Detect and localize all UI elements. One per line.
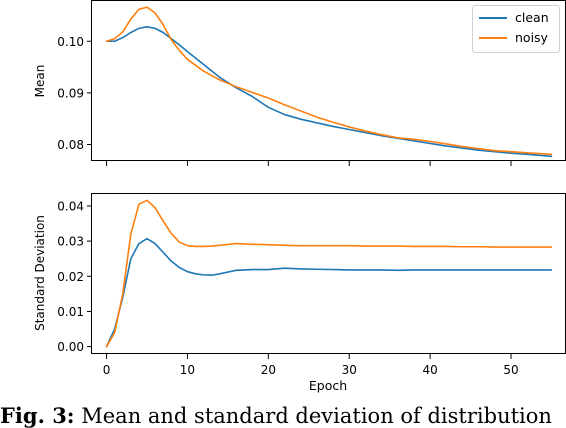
std-xticks: 0 10 20 30 40 50 bbox=[103, 354, 519, 377]
std-ytick-label: 0.01 bbox=[57, 305, 84, 319]
std-series-line-noisy bbox=[105, 199, 553, 348]
std-series-line-clean bbox=[105, 237, 553, 348]
std-ytick-label: 0.03 bbox=[57, 235, 84, 249]
mean-series-line-clean bbox=[105, 26, 553, 158]
std-xtick-label: 30 bbox=[342, 363, 357, 377]
std-xtick-label: 0 bbox=[103, 363, 111, 377]
mean-y-axis-label: Mean bbox=[33, 65, 47, 98]
std-axes-frame bbox=[91, 193, 566, 354]
figure-caption: Fig. 3: Mean and standard deviation of d… bbox=[0, 404, 566, 428]
mean-ytick-label: 0.10 bbox=[57, 35, 84, 49]
std-ytick-label: 0.02 bbox=[57, 270, 84, 284]
std-xtick-label: 10 bbox=[180, 363, 195, 377]
std-x-axis-label: Epoch bbox=[309, 378, 347, 393]
std-yticks: 0.00 0.01 0.02 0.03 0.04 bbox=[57, 199, 92, 354]
std-ytick-label: 0.04 bbox=[57, 199, 84, 213]
caption-label: Fig. 3: bbox=[0, 404, 75, 428]
std-series-lines bbox=[105, 199, 553, 348]
mean-ytick-label: 0.09 bbox=[57, 86, 84, 100]
legend-label-clean: clean bbox=[515, 10, 549, 25]
std-xtick-label: 40 bbox=[422, 363, 437, 377]
legend: clean noisy bbox=[472, 5, 560, 53]
mean-xticks bbox=[106, 161, 512, 166]
mean-yticks: 0.08 0.09 0.10 bbox=[57, 35, 92, 152]
std-y-axis-label: Standard Deviation bbox=[33, 215, 47, 331]
caption-text: Mean and standard deviation of distribut… bbox=[74, 404, 552, 428]
mean-ytick-label: 0.08 bbox=[57, 138, 84, 152]
mean-panel: 0.08 0.09 0.10 Mean clean noisy bbox=[33, 0, 566, 166]
std-panel: 0.00 0.01 0.02 0.03 0.04 0 10 20 30 40 50 Standar… bbox=[33, 193, 566, 393]
std-xtick-label: 50 bbox=[503, 363, 518, 377]
mean-series-line-noisy bbox=[105, 6, 553, 156]
mean-series-lines bbox=[105, 6, 553, 158]
legend-label-noisy: noisy bbox=[515, 30, 549, 45]
std-xtick-label: 20 bbox=[261, 363, 276, 377]
std-ytick-label: 0.00 bbox=[57, 340, 84, 354]
